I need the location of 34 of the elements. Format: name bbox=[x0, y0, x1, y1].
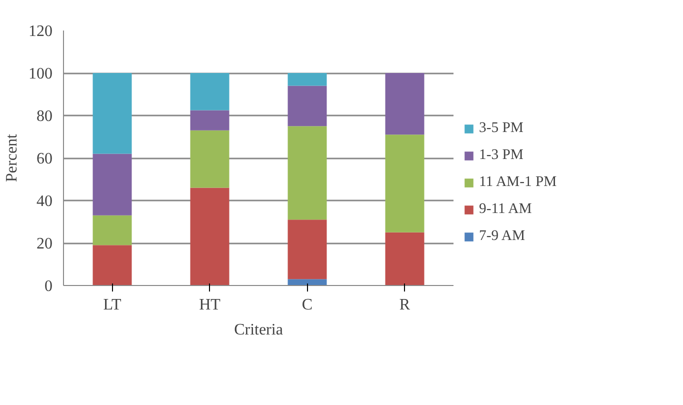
bar bbox=[92, 73, 132, 154]
bar bbox=[288, 126, 327, 220]
y-axis-title: Percent bbox=[4, 133, 20, 182]
x-tick-label: C bbox=[302, 296, 313, 314]
legend-label: 1-3 PM bbox=[479, 147, 524, 164]
x-tick-label: LT bbox=[103, 296, 122, 314]
bar bbox=[190, 130, 230, 188]
legend-label: 11 AM-1 PM bbox=[479, 174, 557, 191]
x-tick-label: HT bbox=[199, 296, 221, 314]
legend-label: 3-5 PM bbox=[479, 120, 524, 137]
y-tick-label: 80 bbox=[36, 108, 52, 125]
bar bbox=[385, 134, 424, 232]
bar bbox=[190, 73, 230, 110]
y-tick-label: 60 bbox=[36, 150, 52, 168]
bar bbox=[288, 279, 327, 286]
y-tick-label: 0 bbox=[44, 278, 52, 295]
x-axis-title: Criteria bbox=[234, 322, 283, 338]
bar bbox=[288, 220, 327, 280]
bar bbox=[288, 73, 327, 86]
bar bbox=[190, 188, 230, 286]
bar bbox=[92, 215, 132, 246]
legend-label: 9-11 AM bbox=[479, 201, 532, 218]
y-tick-label: 120 bbox=[28, 23, 52, 40]
bar bbox=[385, 232, 424, 286]
bar bbox=[288, 86, 327, 126]
y-tick-label: 40 bbox=[36, 193, 52, 210]
x-tick-label: R bbox=[399, 296, 410, 314]
y-tick-label: 20 bbox=[36, 236, 52, 252]
bar bbox=[385, 73, 424, 135]
bar bbox=[92, 245, 132, 286]
legend-label: 7-9 AM bbox=[479, 228, 526, 245]
bar bbox=[92, 154, 132, 216]
bar bbox=[190, 110, 230, 130]
y-tick-label: 100 bbox=[28, 66, 52, 82]
